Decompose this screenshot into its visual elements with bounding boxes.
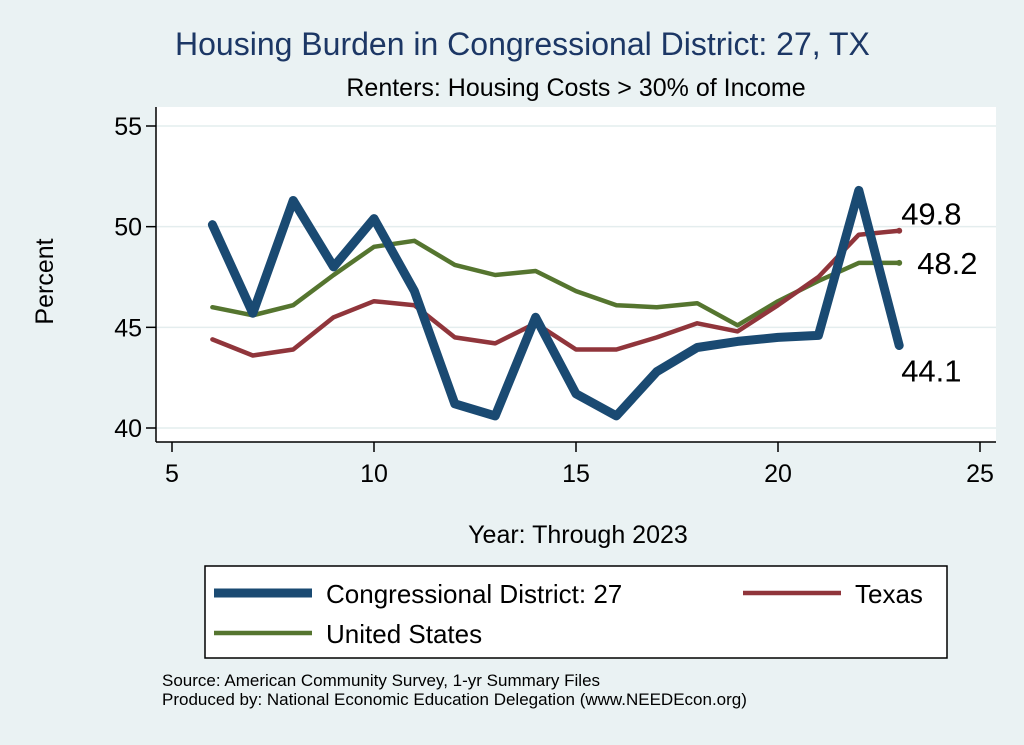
y-tick-label-45: 45 [114, 314, 142, 342]
x-tick-label-20: 20 [764, 460, 792, 488]
y-tick-label-50: 50 [114, 214, 142, 242]
source-note: Source: American Community Survey, 1-yr … [162, 671, 601, 690]
legend-label-1: Texas [855, 579, 923, 609]
chart-title: Housing Burden in Congressional District… [175, 26, 870, 62]
x-tick-label-5: 5 [165, 460, 179, 488]
legend-label-2: United States [326, 619, 482, 649]
series-line-0 [207, 185, 904, 421]
legend [204, 565, 948, 659]
legend-label-0: Congressional District: 27 [326, 579, 622, 609]
series-end-marker-1 [896, 227, 903, 234]
end-label-1: 49.8 [901, 197, 961, 232]
series-end-marker-0 [897, 343, 902, 348]
y-tick-label-40: 40 [114, 415, 142, 443]
x-tick-label-25: 25 [966, 460, 994, 488]
produced-by-note: Produced by: National Economic Education… [162, 690, 747, 709]
x-tick-label-10: 10 [360, 460, 388, 488]
x-tick-label-15: 15 [562, 460, 590, 488]
y-axis-title: Percent [31, 238, 59, 324]
x-axis-title: Year: Through 2023 [468, 521, 688, 549]
series-end-marker-2 [896, 259, 903, 266]
end-label-2: 48.2 [917, 246, 977, 281]
series-line-1 [210, 228, 902, 358]
chart-subtitle: Renters: Housing Costs > 30% of Income [0, 74, 1024, 103]
chart-notes: Source: American Community Survey, 1-yr … [162, 671, 747, 709]
y-tick-label-55: 55 [114, 113, 142, 141]
chart-subtitle-text: Renters: Housing Costs > 30% of Income [346, 74, 806, 102]
end-label-0: 44.1 [901, 353, 961, 388]
